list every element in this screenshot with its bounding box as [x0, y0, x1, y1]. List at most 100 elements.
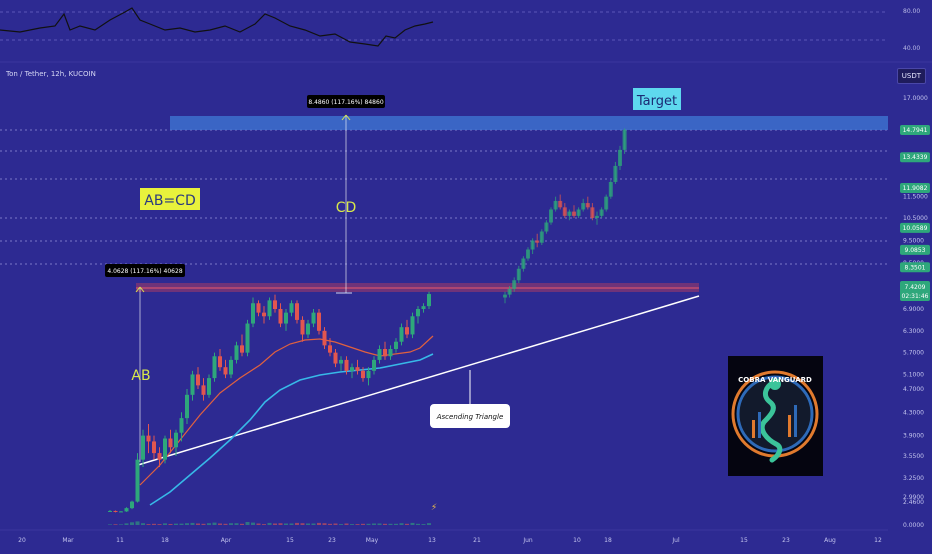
- volume-bar: [157, 524, 162, 525]
- candle: [278, 309, 283, 324]
- ab-label: AB: [131, 368, 150, 384]
- candle: [311, 312, 316, 324]
- projected-candle: [590, 207, 595, 218]
- candle: [317, 312, 321, 331]
- volume-bar: [311, 523, 316, 525]
- candle: [394, 341, 398, 349]
- candle: [196, 374, 200, 386]
- projected-candle: [549, 209, 553, 223]
- candle: [135, 459, 140, 502]
- projected-candle: [526, 249, 530, 259]
- price-axis-label: 9.5000: [903, 238, 924, 245]
- event-icon[interactable]: ⚡: [431, 503, 437, 513]
- candle: [350, 367, 354, 371]
- time-axis-label: Jul: [671, 537, 680, 544]
- time-axis-label: 18: [161, 537, 169, 544]
- projected-candle: [567, 211, 572, 216]
- volume-bar: [421, 524, 426, 525]
- volume-bar: [135, 521, 140, 525]
- candle: [383, 349, 387, 357]
- volume-bar: [405, 523, 409, 525]
- level-tag-label: 11.9082: [903, 185, 928, 192]
- volume-bar: [427, 523, 431, 525]
- current-price-value: 7.4209: [905, 284, 926, 291]
- price-axis-label: 3.2500: [903, 475, 924, 482]
- volume-bar: [289, 523, 294, 525]
- volume-bar: [108, 524, 112, 525]
- candle: [223, 367, 228, 375]
- projected-candle: [503, 294, 507, 298]
- candle: [366, 370, 371, 379]
- volume-bar: [377, 523, 382, 525]
- volume-bar: [124, 523, 129, 525]
- volume-bar: [256, 523, 261, 525]
- volume-bar: [322, 523, 327, 525]
- candle: [344, 359, 349, 371]
- candle: [416, 309, 420, 317]
- candle: [289, 303, 294, 313]
- current-price-countdown: 02:31:46: [902, 293, 929, 300]
- projected-candle: [535, 240, 540, 243]
- candle: [108, 510, 112, 512]
- volume-bar: [201, 523, 206, 525]
- volume-bar: [416, 523, 420, 525]
- candle: [267, 300, 272, 317]
- projected-candle: [530, 240, 535, 250]
- projected-candle: [521, 258, 526, 269]
- price-axis-label: 17.0000: [903, 95, 928, 102]
- level-tag-label: 14.7941: [903, 127, 928, 134]
- candle: [157, 453, 162, 460]
- price-axis-label: 10.5000: [903, 215, 928, 222]
- logo-ring-inner: [736, 375, 814, 453]
- volume-bar: [300, 523, 305, 525]
- candle: [388, 349, 393, 357]
- price-axis-label: 4.3000: [903, 409, 924, 416]
- projected-candle: [608, 181, 613, 197]
- ab-measure-text: 4.0628 (117.16%) 40628: [107, 268, 182, 275]
- candle: [141, 435, 145, 460]
- time-axis-label: 15: [286, 537, 294, 544]
- candle: [256, 303, 261, 313]
- volume-bar: [278, 523, 283, 525]
- currency-button[interactable]: USDT: [896, 68, 926, 84]
- volume-bar: [146, 524, 151, 525]
- cd-label: CD: [336, 200, 357, 216]
- price-axis-label: 2.4600: [903, 499, 924, 506]
- projected-candle: [622, 129, 627, 150]
- candle: [273, 300, 277, 309]
- target-zone: [170, 116, 888, 130]
- candle: [251, 303, 255, 324]
- ab-arrow-left: [135, 286, 141, 293]
- time-axis-label: 13: [428, 537, 436, 544]
- level-tag: [900, 222, 930, 233]
- volume-bar: [317, 522, 321, 525]
- symbol-title: Ton / Tether, 12h, KUCOIN: [6, 70, 96, 78]
- candle: [421, 306, 426, 309]
- time-axis-label: 10: [573, 537, 581, 544]
- projected-candle: [539, 231, 544, 243]
- abcd-label: AB=CD: [144, 193, 195, 209]
- volume-bar: [113, 524, 118, 525]
- projected-candle: [544, 222, 549, 232]
- candle: [245, 323, 250, 353]
- volume-bar: [399, 523, 404, 525]
- candle: [295, 303, 299, 320]
- volume-bar: [267, 522, 272, 525]
- time-axis-label: 11: [116, 537, 124, 544]
- projected-candle: [599, 209, 604, 216]
- ma-blue: [149, 353, 434, 506]
- volume-bar: [179, 523, 184, 525]
- time-axis-label: 20: [18, 537, 26, 544]
- volume-bar: [388, 523, 393, 525]
- candle: [179, 418, 184, 433]
- volume-bar: [218, 523, 222, 525]
- level-tag-label: 9.0853: [905, 247, 926, 254]
- candle: [113, 510, 118, 512]
- volume-bars: [108, 521, 431, 525]
- candles-group: [108, 291, 431, 513]
- candle: [190, 374, 195, 395]
- price-axis-label: 5.1000: [903, 371, 924, 378]
- candle: [152, 441, 156, 454]
